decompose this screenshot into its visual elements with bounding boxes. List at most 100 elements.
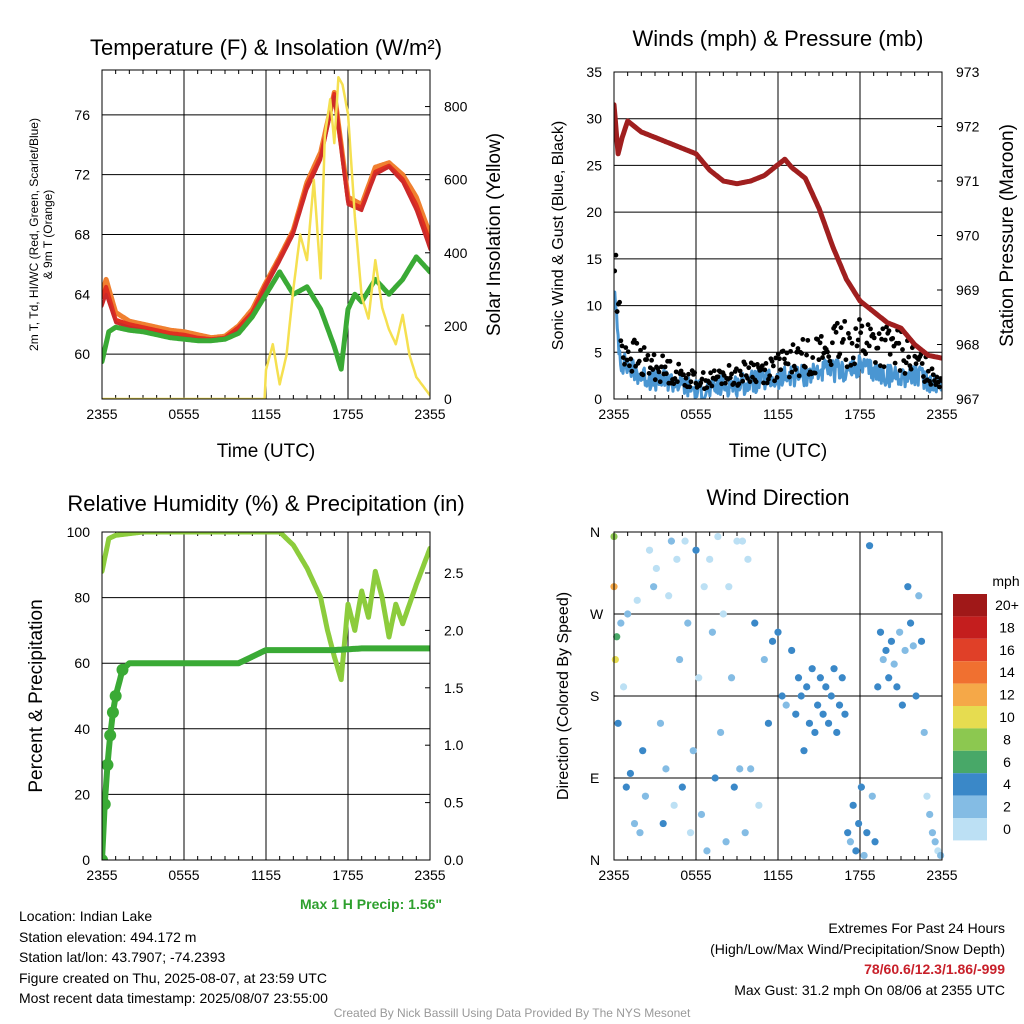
direction-point bbox=[893, 683, 901, 691]
direction-point bbox=[824, 719, 833, 727]
gust-point bbox=[939, 378, 942, 384]
direction-point bbox=[928, 829, 937, 837]
station-elevation: Station elevation: 494.172 m bbox=[19, 928, 197, 945]
direction-point bbox=[703, 847, 711, 855]
direction-point bbox=[751, 619, 759, 627]
panel-2: Winds (mph) & Pressure (mb) 2355 0555 1155 1… bbox=[550, 26, 1018, 462]
y-tick-label: S bbox=[590, 688, 599, 704]
gust-point bbox=[767, 373, 773, 379]
gust-point bbox=[627, 363, 632, 369]
gust-point bbox=[777, 356, 782, 362]
direction-point bbox=[841, 710, 849, 718]
y-tick-label-left: 64 bbox=[74, 286, 90, 302]
extremes-heading: Extremes For Past 24 Hours bbox=[828, 920, 1005, 936]
direction-point bbox=[695, 674, 703, 682]
gust-point bbox=[928, 381, 934, 387]
gust-point bbox=[644, 357, 650, 362]
y-tick-label-left: 40 bbox=[74, 721, 90, 737]
colorbar-label: 4 bbox=[1003, 776, 1011, 792]
gust-point bbox=[711, 368, 717, 374]
gust-point bbox=[935, 379, 941, 385]
colorbar-swatch bbox=[953, 706, 987, 729]
y-tick-label-left: 15 bbox=[586, 251, 602, 267]
gust-point bbox=[753, 379, 759, 385]
gust-point bbox=[921, 374, 926, 379]
gust-point bbox=[764, 380, 770, 386]
gust-point bbox=[649, 357, 654, 363]
gust-point bbox=[619, 343, 625, 349]
gust-point bbox=[671, 381, 677, 387]
direction-point bbox=[788, 646, 796, 655]
colorbar-label: 20+ bbox=[995, 597, 1019, 613]
y-tick-label-left: 20 bbox=[586, 204, 602, 220]
y-axis-label-left: Sonic Wind & Gust (Blue, Black) bbox=[550, 121, 567, 350]
colorbar-label: 0 bbox=[1003, 821, 1011, 837]
gust-point bbox=[828, 362, 834, 368]
gust-point bbox=[789, 369, 795, 375]
gust-point bbox=[634, 340, 640, 346]
gust-point bbox=[842, 318, 848, 324]
direction-point bbox=[641, 792, 650, 800]
direction-point bbox=[868, 792, 876, 800]
direction-point bbox=[800, 747, 808, 755]
x-axis-label: Time (UTC) bbox=[217, 441, 316, 462]
direction-point bbox=[630, 819, 639, 828]
gust-point bbox=[875, 345, 881, 351]
precip-point bbox=[106, 706, 119, 719]
gust-point bbox=[745, 375, 750, 381]
x-tick-label: 1755 bbox=[844, 406, 875, 422]
gust-point bbox=[614, 268, 618, 274]
y-tick-label-left: 0 bbox=[594, 391, 602, 407]
y-tick-label-left: 68 bbox=[74, 227, 90, 243]
gust-point bbox=[857, 317, 862, 322]
gust-point bbox=[876, 331, 882, 337]
y-tick-label-left: 20 bbox=[74, 786, 90, 802]
direction-point bbox=[764, 719, 773, 727]
direction-point bbox=[768, 637, 777, 645]
direction-point bbox=[912, 692, 920, 700]
x-tick-label: 1155 bbox=[763, 867, 793, 883]
gust-point bbox=[859, 323, 865, 329]
gust-point bbox=[795, 346, 801, 351]
gust-point bbox=[908, 366, 914, 372]
gust-point bbox=[699, 376, 705, 382]
gust-point bbox=[737, 368, 743, 374]
gust-point bbox=[863, 351, 869, 357]
x-tick-label: 1755 bbox=[844, 867, 875, 883]
direction-point bbox=[805, 719, 814, 727]
gust-point bbox=[759, 363, 765, 369]
series-group bbox=[614, 102, 942, 399]
gust-point bbox=[770, 363, 776, 369]
plot-frame bbox=[613, 531, 943, 861]
colorbar-swatch bbox=[953, 773, 987, 796]
chart-title: Relative Humidity (%) & Precipitation (i… bbox=[67, 491, 464, 516]
gust-point bbox=[719, 381, 725, 387]
direction-point bbox=[652, 564, 660, 573]
y-tick-label-right: 1.0 bbox=[444, 737, 464, 753]
gust-point bbox=[826, 354, 832, 359]
x-tick-label: 2355 bbox=[926, 867, 957, 883]
direction-point bbox=[645, 546, 654, 554]
x-tick-label: 1155 bbox=[251, 406, 281, 422]
series-line-rh bbox=[102, 532, 430, 683]
direction-point bbox=[611, 655, 619, 664]
direction-point bbox=[819, 710, 827, 718]
direction-point bbox=[692, 546, 700, 554]
gust-point bbox=[738, 372, 744, 378]
gust-point bbox=[652, 377, 658, 383]
gust-point bbox=[773, 355, 779, 361]
plot-frame bbox=[613, 71, 943, 400]
gust-point bbox=[746, 365, 752, 371]
gust-point bbox=[799, 351, 805, 356]
gust-point bbox=[620, 355, 626, 361]
gust-point bbox=[688, 379, 694, 385]
y-tick-label-right: 971 bbox=[956, 173, 980, 189]
gust-point bbox=[825, 349, 830, 355]
gust-point bbox=[628, 356, 634, 362]
panel-1: Temperature (F) & Insolation (W/m²)2355 0… bbox=[27, 35, 505, 462]
direction-point bbox=[920, 728, 928, 737]
gust-point bbox=[722, 380, 728, 386]
direction-point bbox=[860, 851, 868, 860]
gust-point bbox=[638, 347, 643, 353]
